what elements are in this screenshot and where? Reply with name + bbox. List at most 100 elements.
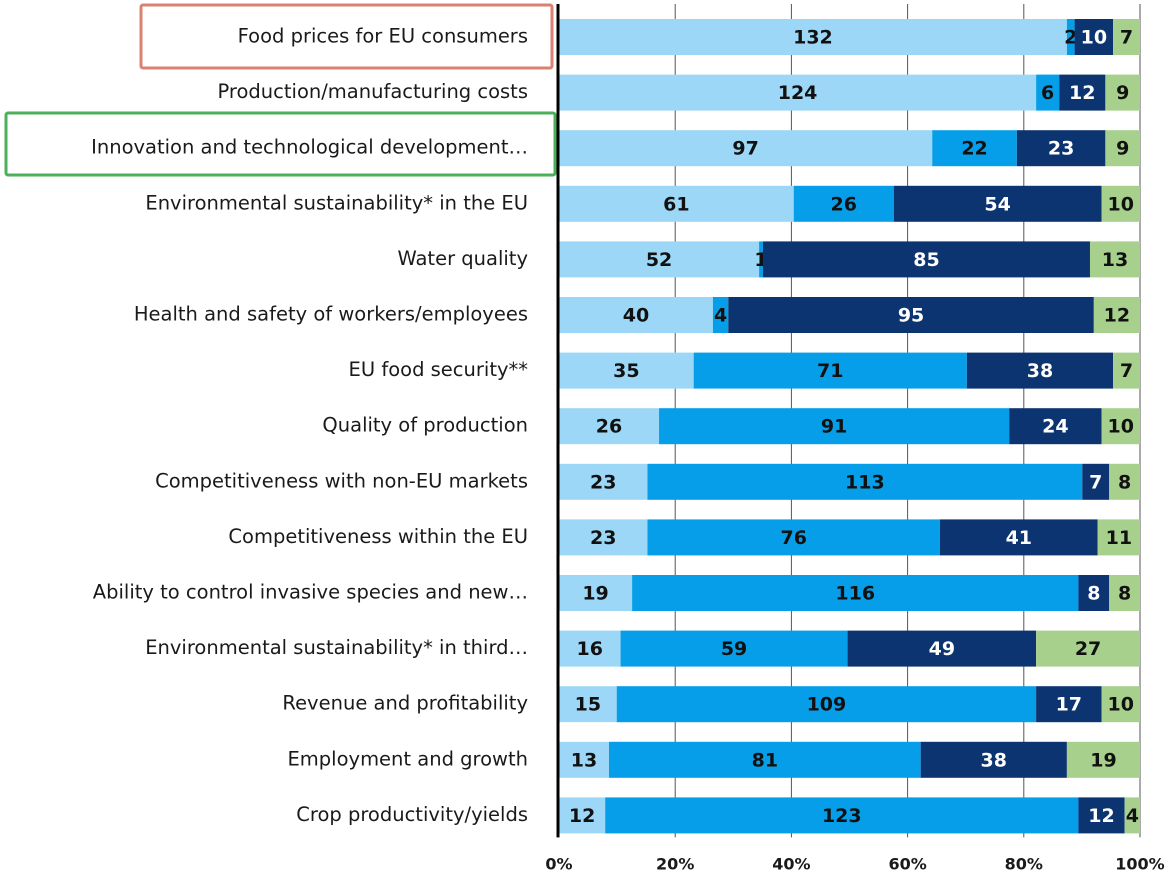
- bar-segment: [932, 130, 1017, 167]
- bar-segment: [759, 241, 763, 278]
- data-label: 7: [1089, 471, 1102, 493]
- bar-segment: [559, 352, 694, 389]
- bar-segment: [559, 185, 794, 222]
- x-tick-label: 80%: [1005, 855, 1043, 874]
- data-label: 123: [822, 805, 862, 827]
- data-label: 12: [1104, 305, 1130, 327]
- data-label: 23: [590, 527, 616, 549]
- bar-segment: [559, 19, 1067, 55]
- data-label: 13: [1102, 249, 1128, 271]
- y-tick-label: Revenue and profitability: [282, 692, 528, 715]
- bar-segment: [1036, 686, 1102, 723]
- bar-segment: [1089, 241, 1140, 278]
- data-label: 12: [1069, 82, 1095, 104]
- bar-segment: [647, 519, 940, 556]
- bar-segment: [559, 575, 633, 611]
- bar-segment: [1074, 19, 1114, 55]
- bar-segment: [1101, 408, 1140, 445]
- x-tick-label: 0%: [545, 855, 572, 874]
- bar-segment: [559, 463, 648, 500]
- bar-segment: [1036, 630, 1140, 667]
- bar-segment: [559, 408, 660, 445]
- bar-segment: [1036, 74, 1060, 111]
- x-tick-label: 60%: [888, 855, 926, 874]
- data-label: 52: [646, 249, 672, 271]
- data-label: 54: [984, 193, 1010, 215]
- y-tick-label: Innovation and technological development…: [91, 136, 528, 159]
- data-label: 12: [1088, 805, 1114, 827]
- y-tick-label: Environmental sustainability* in the EU: [145, 191, 528, 214]
- bar-segment: [1082, 463, 1110, 500]
- bar-segment: [847, 630, 1037, 667]
- bar-segment: [616, 686, 1037, 723]
- data-label: 23: [1048, 138, 1074, 160]
- bar-segment: [1093, 297, 1140, 333]
- data-label: 113: [845, 471, 885, 493]
- data-label: 12: [569, 805, 595, 827]
- data-label: 49: [929, 638, 955, 660]
- data-label: 10: [1108, 193, 1134, 215]
- bar-segment: [559, 297, 713, 333]
- data-label: 132: [793, 27, 833, 49]
- data-label: 6: [1041, 82, 1054, 104]
- bar-segment: [1066, 19, 1075, 55]
- data-label: 76: [780, 527, 806, 549]
- y-tick-label: Competitiveness within the EU: [228, 525, 528, 548]
- bar-segment: [1016, 130, 1106, 167]
- bar-segment: [693, 352, 967, 389]
- data-label: 26: [831, 193, 857, 215]
- data-label: 41: [1006, 527, 1032, 549]
- bar-segment: [728, 297, 1094, 333]
- bar-segment: [920, 741, 1067, 778]
- data-label: 116: [835, 583, 875, 605]
- bar-segment: [632, 575, 1079, 611]
- data-label: 10: [1081, 27, 1107, 49]
- bar-segment: [1078, 797, 1125, 834]
- data-label: 2: [1064, 27, 1077, 49]
- y-tick-label: Water quality: [397, 247, 528, 270]
- data-label: 81: [752, 749, 778, 771]
- data-label: 91: [821, 416, 847, 438]
- y-tick-label: Production/manufacturing costs: [217, 80, 528, 103]
- data-label: 7: [1120, 27, 1133, 49]
- bar-segment: [1105, 74, 1140, 111]
- bar-segment: [1097, 519, 1140, 556]
- highlight-box: [4, 111, 557, 177]
- bar-segment: [609, 741, 921, 778]
- data-label: 61: [663, 193, 689, 215]
- y-tick-label: Environmental sustainability* in third…: [145, 636, 528, 659]
- y-tick-label: Ability to control invasive species and …: [93, 581, 528, 604]
- data-label: 40: [623, 305, 649, 327]
- bar-segment: [1113, 352, 1140, 389]
- data-label: 97: [732, 138, 758, 160]
- bar-segment: [1059, 74, 1106, 111]
- bar-segment: [659, 408, 1010, 445]
- bar-segment: [966, 352, 1114, 389]
- data-label: 23: [590, 471, 616, 493]
- y-tick-label: Employment and growth: [287, 747, 528, 770]
- data-label: 8: [1118, 471, 1131, 493]
- data-label: 71: [817, 360, 843, 382]
- bar-segment: [762, 241, 1090, 278]
- data-label: 13: [571, 749, 597, 771]
- data-label: 10: [1108, 694, 1134, 716]
- bar-segment: [1009, 408, 1102, 445]
- bar-segment: [1109, 463, 1140, 500]
- bar-segment: [1124, 797, 1140, 834]
- x-tick-label: 20%: [656, 855, 694, 874]
- y-tick-label: EU food security**: [349, 358, 529, 381]
- highlight-box: [139, 3, 554, 70]
- data-label: 11: [1106, 527, 1132, 549]
- data-label: 7: [1120, 360, 1133, 382]
- bar-segment: [939, 519, 1098, 556]
- data-label: 19: [1090, 749, 1116, 771]
- x-tick-label: 100%: [1115, 855, 1164, 874]
- bar-segment: [1101, 185, 1140, 222]
- data-label: 8: [1118, 583, 1131, 605]
- bar-segment: [620, 630, 848, 667]
- x-tick-label: 40%: [772, 855, 810, 874]
- data-label: 9: [1116, 138, 1129, 160]
- data-label: 38: [981, 749, 1007, 771]
- data-label: 15: [575, 694, 601, 716]
- y-tick-label: Health and safety of workers/employees: [134, 303, 528, 326]
